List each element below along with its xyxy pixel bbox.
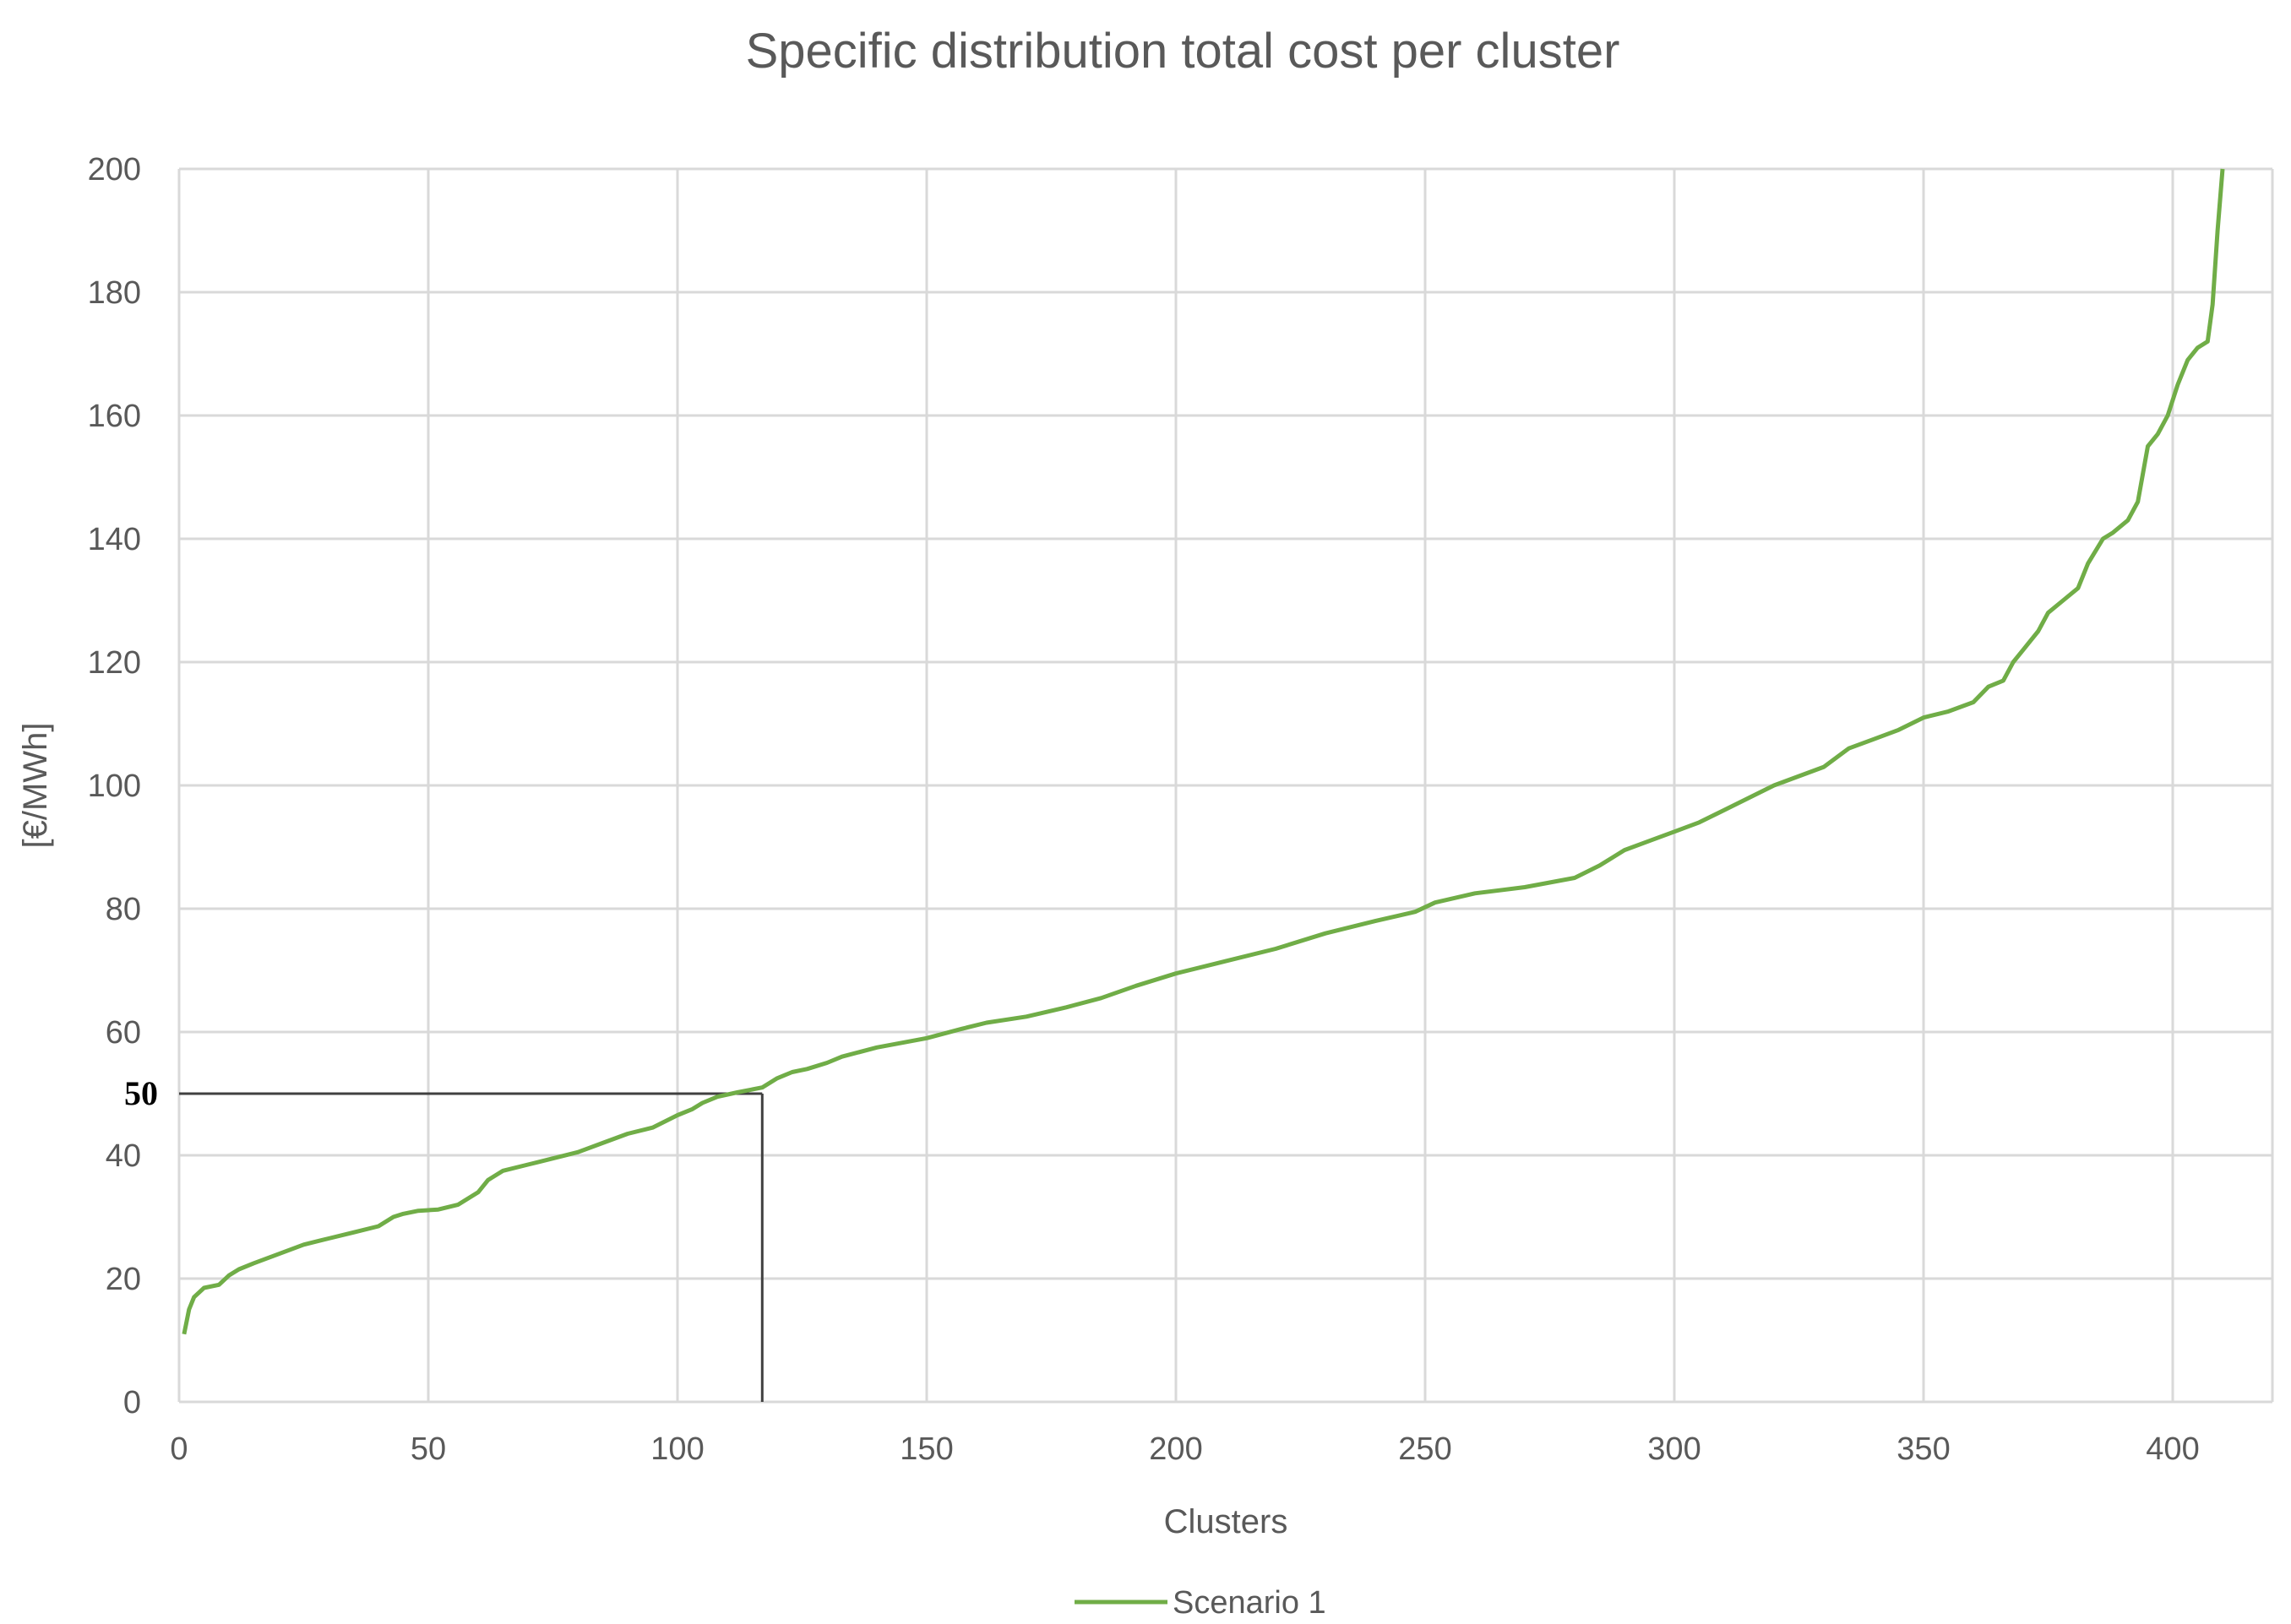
x-tick-label-300: 300 — [1647, 1431, 1701, 1467]
y-axis-label: [€/MWh] — [17, 723, 54, 849]
y-tick-label-40: 40 — [106, 1138, 141, 1174]
x-tick-label-150: 150 — [900, 1431, 953, 1467]
x-tick-label-50: 50 — [411, 1431, 446, 1467]
y-tick-label-20: 20 — [106, 1262, 141, 1297]
x-tick-label-400: 400 — [2146, 1431, 2199, 1467]
x-axis-label: Clusters — [1164, 1503, 1288, 1540]
y-tick-label-160: 160 — [88, 399, 141, 434]
x-tick-label-100: 100 — [650, 1431, 704, 1467]
threshold-guide — [179, 1092, 764, 1402]
y-tick-label-180: 180 — [88, 275, 141, 311]
x-tick-label-200: 200 — [1149, 1431, 1202, 1467]
x-tick-label-0: 0 — [170, 1431, 188, 1467]
chart-title: Specific distribution total cost per clu… — [746, 24, 1620, 79]
threshold-label: 50 — [124, 1074, 158, 1112]
series-line-scenario-1 — [182, 168, 2225, 1335]
legend-label-scenario-1: Scenario 1 — [1173, 1585, 1326, 1621]
y-axis-ticks: 0 20 40 60 80 100 120 140 160 180 200 — [88, 152, 141, 1420]
x-axis-ticks: 0 50 100 150 200 250 300 350 400 — [170, 1431, 2199, 1467]
x-tick-label-250: 250 — [1398, 1431, 1451, 1467]
plot-grid — [177, 167, 2274, 1404]
y-tick-label-200: 200 — [88, 152, 141, 187]
y-tick-label-140: 140 — [88, 522, 141, 557]
y-tick-label-100: 100 — [88, 769, 141, 804]
y-tick-label-0: 0 — [123, 1385, 141, 1420]
y-tick-label-60: 60 — [106, 1015, 141, 1051]
y-tick-label-80: 80 — [106, 892, 141, 927]
y-tick-label-120: 120 — [88, 645, 141, 681]
legend: Scenario 1 — [1075, 1585, 1326, 1621]
x-tick-label-350: 350 — [1896, 1431, 1950, 1467]
